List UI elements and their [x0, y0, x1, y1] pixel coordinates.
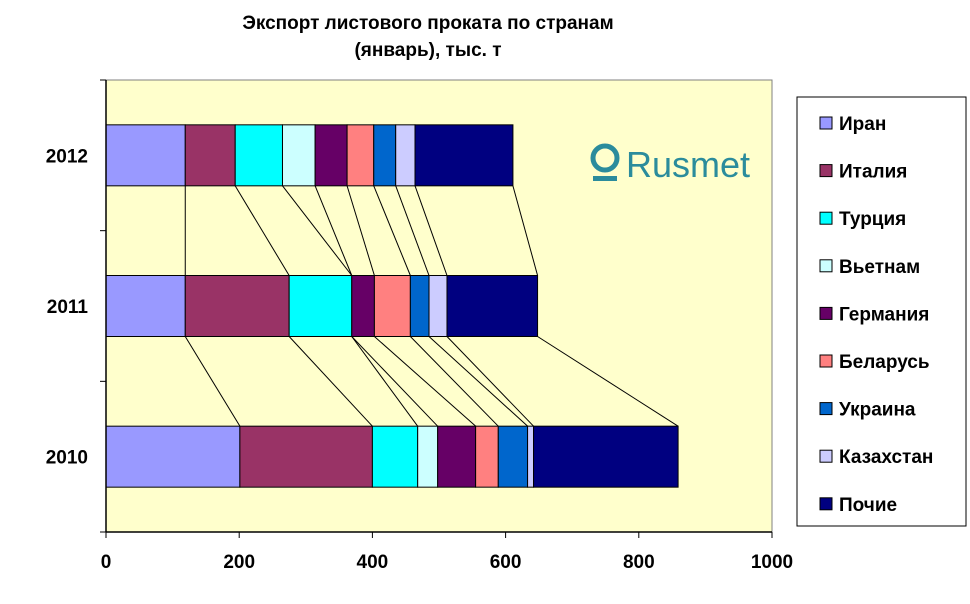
- logo-text: Rusmet: [626, 144, 750, 185]
- bar-2011-5: [373, 275, 411, 337]
- bar-2011-1: [184, 275, 290, 337]
- legend-swatch: [819, 497, 833, 511]
- x-tick-label: 400: [357, 552, 389, 573]
- series-line: [373, 185, 411, 276]
- series-line: [374, 336, 476, 427]
- legend-swatch: [819, 354, 833, 368]
- series-line: [410, 336, 499, 427]
- bar-2010-1: [239, 425, 373, 488]
- bar-2010-7: [527, 425, 535, 488]
- legend-swatch: [819, 164, 833, 178]
- bar-2011-0: [105, 275, 186, 337]
- bar-2012-8: [414, 124, 514, 187]
- series-line: [428, 336, 528, 427]
- series-line: [346, 185, 375, 276]
- bar-2012-3: [281, 124, 316, 187]
- legend-label: Беларусь: [839, 352, 930, 373]
- category-label: 2010: [46, 448, 88, 469]
- bar-2012-5: [346, 124, 375, 187]
- bar-2010-3: [417, 425, 439, 488]
- legend-swatch: [819, 306, 833, 320]
- series-line: [351, 336, 439, 427]
- series-line: [314, 185, 353, 276]
- bar-2012-0: [105, 124, 186, 187]
- bar-2010-4: [437, 425, 477, 488]
- legend-label: Италия: [839, 162, 907, 183]
- series-line: [446, 336, 534, 427]
- category-label: 2011: [47, 297, 89, 318]
- x-tick-label: 800: [623, 552, 655, 573]
- legend-swatch: [819, 259, 833, 273]
- series-line: [282, 185, 353, 276]
- bar-2011-7: [428, 275, 448, 337]
- legend-swatch: [819, 116, 833, 130]
- chart-title-line-1: Экспорт листового проката по странам: [242, 13, 613, 34]
- bars: [105, 124, 679, 488]
- bar-2012-1: [184, 124, 236, 187]
- bar-2010-0: [105, 425, 241, 488]
- bar-2012-6: [373, 124, 397, 187]
- legend-label: Украина: [839, 400, 916, 421]
- legend-label: Иран: [839, 114, 886, 135]
- bar-2010-6: [497, 425, 529, 488]
- axes: 2012 2011 2010 0 200 400 600 800 1000: [46, 79, 793, 573]
- x-tick-label: 1000: [751, 552, 793, 573]
- x-tick-label: 0: [101, 552, 112, 573]
- chart-title-line-2: (январь), тыс. т: [354, 40, 501, 61]
- bar-2011-4: [351, 275, 375, 337]
- logo-mark-base: [593, 176, 617, 181]
- series-line: [288, 336, 373, 427]
- series-line: [537, 336, 679, 427]
- series-line: [184, 336, 241, 427]
- logo-mark-icon: [590, 143, 620, 173]
- bar-2010-5: [475, 425, 499, 488]
- bar-2011-6: [409, 275, 430, 337]
- series-line: [351, 336, 419, 427]
- legend-label: Вьетнам: [839, 257, 920, 278]
- series-line: [395, 185, 430, 276]
- series-line: [414, 185, 448, 276]
- bar-2012-7: [395, 124, 416, 187]
- series-line: [512, 185, 539, 276]
- legend-swatch: [819, 211, 833, 225]
- series-line: [234, 185, 290, 276]
- legend-swatch: [819, 402, 833, 416]
- bar-2010-2: [371, 425, 419, 488]
- bar-2011-8: [446, 275, 539, 337]
- category-label: 2012: [46, 146, 88, 167]
- bar-2012-4: [314, 124, 348, 187]
- x-tick-label: 200: [223, 552, 255, 573]
- bar-2011-2: [288, 275, 353, 337]
- legend-label: Казахстан: [839, 447, 933, 468]
- legend: Иран Италия Турция Вьетнам Германия Беларусь У…: [819, 114, 933, 516]
- bar-2012-2: [234, 124, 283, 187]
- x-tick-label: 600: [490, 552, 522, 573]
- legend-label: Почие: [839, 495, 897, 516]
- legend-label: Турция: [839, 209, 906, 230]
- legend-label: Германия: [839, 304, 929, 325]
- bar-2010-8: [533, 425, 679, 488]
- rusmet-logo: Rusmet: [590, 143, 750, 185]
- legend-swatch: [819, 449, 833, 463]
